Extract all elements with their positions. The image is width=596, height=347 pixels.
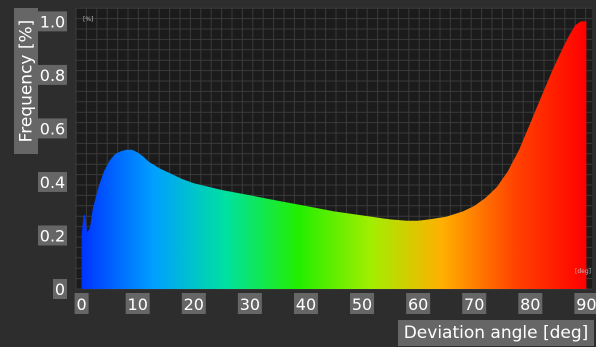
y-unit-tag: [%]: [83, 16, 93, 23]
y-tick-label: 0.2: [40, 226, 65, 245]
x-tick-label: 90: [576, 295, 596, 314]
x-axis-label: Deviation angle [deg]: [404, 323, 589, 343]
x-tick-label: 60: [408, 295, 428, 314]
x-tick-label: 0: [77, 295, 87, 314]
x-ticks: 0 10 20 30 40 50 60 70 80 90: [75, 293, 596, 314]
x-tick-label: 80: [520, 295, 540, 314]
x-unit-tag: [deg]: [575, 268, 591, 275]
y-tick-label: 0: [55, 280, 65, 299]
x-tick-label: 70: [464, 295, 484, 314]
x-tick-label: 50: [352, 295, 372, 314]
x-tick-label: 30: [240, 295, 260, 314]
y-tick-label: 0.8: [40, 66, 65, 85]
x-axis-label-box: Deviation angle [deg]: [398, 320, 594, 346]
x-tick-label: 10: [128, 295, 148, 314]
y-tick-label: 0.4: [40, 173, 65, 192]
y-tick-label: 1.0: [40, 12, 65, 31]
y-tick-label: 0.6: [40, 119, 65, 138]
x-tick-label: 40: [296, 295, 316, 314]
x-tick-label: 20: [184, 295, 204, 314]
y-ticks: 0 0.2 0.4 0.6 0.8 1.0: [38, 11, 67, 299]
